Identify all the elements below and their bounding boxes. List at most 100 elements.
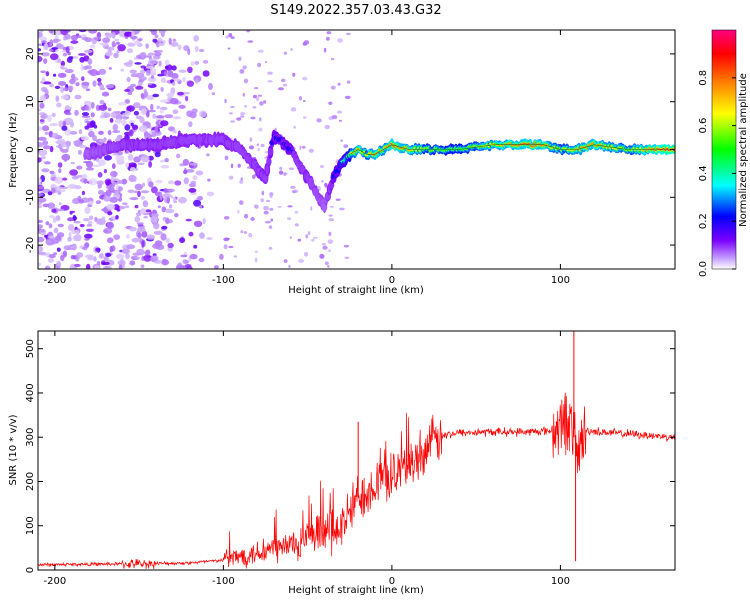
noise-speckle <box>55 235 62 242</box>
noise-speckle <box>79 223 85 228</box>
x-tick-label: 100 <box>551 275 570 286</box>
noise-speckle <box>146 95 155 101</box>
noise-speckle <box>259 101 264 106</box>
noise-speckle <box>71 244 78 250</box>
noise-speckle <box>112 123 119 131</box>
noise-speckle <box>197 196 204 201</box>
noise-speckle <box>255 96 260 102</box>
noise-speckle <box>47 114 52 122</box>
noise-speckle <box>58 202 62 206</box>
noise-speckle <box>243 231 248 234</box>
noise-speckle <box>81 36 89 41</box>
noise-speckle <box>240 115 245 118</box>
noise-speckle <box>103 112 111 118</box>
noise-speckle <box>133 102 141 109</box>
noise-speckle <box>301 145 306 149</box>
noise-speckle <box>44 89 49 96</box>
noise-speckle <box>155 244 165 250</box>
noise-speckle <box>228 245 234 249</box>
noise-speckle <box>283 83 287 87</box>
noise-speckle <box>52 38 62 42</box>
y-tick-label: 300 <box>25 428 36 447</box>
noise-speckle <box>146 234 155 240</box>
ridge-trace <box>349 144 675 155</box>
noise-speckle <box>81 173 88 179</box>
noise-speckle <box>141 108 147 116</box>
noise-speckle <box>278 170 284 175</box>
noise-speckle <box>83 178 88 184</box>
noise-speckle <box>256 143 259 147</box>
noise-speckle <box>99 99 105 105</box>
noise-speckle <box>260 198 265 203</box>
noise-speckle <box>187 66 193 74</box>
noise-speckle <box>49 170 55 174</box>
noise-speckle <box>83 100 92 106</box>
noise-speckle <box>287 205 293 208</box>
noise-speckle <box>69 131 78 135</box>
noise-speckle <box>177 91 184 96</box>
colorbar-tick-label: 0.0 <box>698 261 709 277</box>
ridge-blob <box>267 148 274 156</box>
noise-speckle <box>258 127 263 132</box>
noise-speckle <box>157 205 161 209</box>
noise-speckle <box>337 110 343 114</box>
noise-speckle <box>139 116 145 124</box>
noise-speckle <box>145 43 149 49</box>
noise-speckle <box>172 197 177 204</box>
noise-speckle <box>43 81 52 85</box>
noise-speckle <box>88 130 95 138</box>
noise-speckle <box>257 94 262 97</box>
noise-speckle <box>106 221 115 230</box>
noise-speckle <box>140 190 150 194</box>
noise-speckle <box>290 48 293 51</box>
noise-speckle <box>53 73 57 77</box>
colorbar-tick-label: 0.8 <box>698 70 709 86</box>
noise-speckle <box>236 117 242 121</box>
noise-speckle <box>329 205 334 208</box>
noise-speckle <box>182 91 191 95</box>
noise-speckle <box>307 231 311 236</box>
noise-speckle <box>57 162 63 168</box>
noise-speckle <box>147 52 155 56</box>
noise-speckle <box>283 51 288 55</box>
noise-speckle <box>141 240 145 248</box>
noise-speckle <box>183 177 189 185</box>
noise-speckle <box>38 202 42 205</box>
spectrogram-y-label: Frequency (Hz) <box>8 112 19 188</box>
snr-x-label: Height of straight line (km) <box>288 585 424 596</box>
noise-speckle <box>55 95 60 102</box>
noise-speckle <box>90 112 95 118</box>
noise-speckle <box>239 69 245 74</box>
noise-speckle <box>137 227 146 233</box>
noise-speckle <box>84 242 90 249</box>
noise-speckle <box>145 249 150 253</box>
noise-speckle <box>168 37 172 45</box>
noise-speckle <box>52 216 57 223</box>
noise-speckle <box>39 30 44 33</box>
noise-speckle <box>133 156 141 163</box>
noise-speckle <box>51 187 56 194</box>
noise-speckle <box>58 120 64 128</box>
noise-speckle <box>254 204 259 209</box>
noise-speckle <box>114 38 119 42</box>
noise-speckle <box>283 172 287 176</box>
noise-speckle <box>51 241 59 244</box>
noise-speckle <box>124 110 131 117</box>
colorbar-gradient <box>711 29 737 270</box>
noise-speckle <box>127 48 134 54</box>
noise-speckle <box>97 172 103 178</box>
noise-speckle <box>47 191 53 196</box>
noise-speckle <box>68 85 74 91</box>
noise-speckle <box>254 257 258 263</box>
noise-speckle <box>319 253 325 259</box>
noise-speckle <box>45 221 50 226</box>
noise-speckle <box>98 68 107 75</box>
noise-speckle <box>134 183 143 191</box>
noise-speckle <box>77 149 82 155</box>
noise-speckle <box>260 143 265 148</box>
noise-speckle <box>150 256 158 262</box>
noise-speckle <box>81 115 91 118</box>
noise-speckle <box>264 156 267 160</box>
noise-speckle <box>297 238 302 242</box>
noise-speckle <box>123 116 128 120</box>
